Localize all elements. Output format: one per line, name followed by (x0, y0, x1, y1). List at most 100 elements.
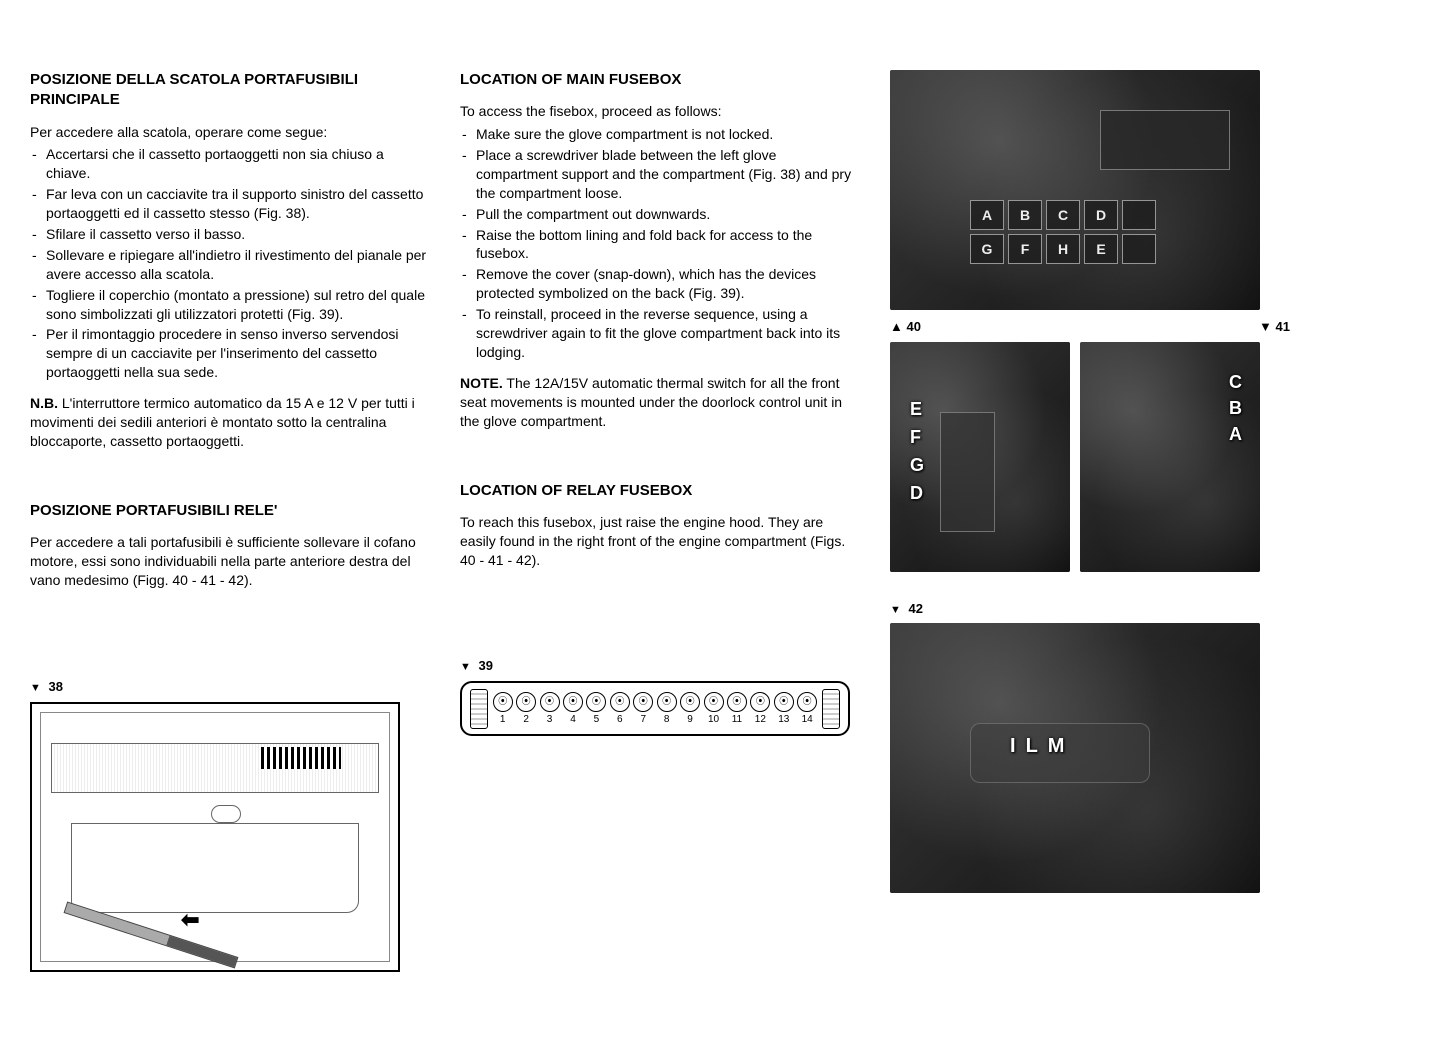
fig38-label: ▼ 38 (30, 678, 430, 696)
step-item: Pull the compartment out downwards. (460, 205, 860, 224)
relay-box: A (970, 200, 1004, 230)
steps-en-1: Make sure the glove compartment is not l… (460, 125, 860, 364)
fuse-slot: ⦿7 (633, 692, 654, 727)
figure-40-photo: ABCDGFHE (890, 70, 1260, 310)
fuse-number: 10 (708, 713, 719, 727)
section-title-it-2: POSIZIONE PORTAFUSIBILI RELE' (30, 501, 430, 521)
body-it-2: Per accedere a tali portafusibili è suff… (30, 533, 430, 590)
figure-42-photo: ILM (890, 623, 1260, 893)
fig39-label: ▼ 39 (460, 657, 860, 675)
labels-42: ILM (1010, 733, 1064, 760)
photo-label: G (910, 453, 924, 477)
photo-label: A (1229, 422, 1242, 446)
step-item: Raise the bottom lining and fold back fo… (460, 226, 860, 264)
fuse-icon: ⦿ (797, 692, 817, 712)
fuse-slot: ⦿1 (492, 692, 513, 727)
relay-box: C (1046, 200, 1080, 230)
fuse-number: 13 (778, 713, 789, 727)
photo-label: D (910, 481, 924, 505)
fuse-icon: ⦿ (750, 692, 770, 712)
relay-box: B (1008, 200, 1042, 230)
fuse-icon: ⦿ (774, 692, 794, 712)
fuse-icon: ⦿ (657, 692, 677, 712)
fuse-icon: ⦿ (680, 692, 700, 712)
fuse-icon: ⦿ (586, 692, 606, 712)
body-en-2: To reach this fusebox, just raise the en… (460, 513, 860, 570)
fuse-icon: ⦿ (516, 692, 536, 712)
section-title-it-1: POSIZIONE DELLA SCATOLA PORTAFUSIBILI PR… (30, 70, 430, 111)
figure-41-right-photo: CBA (1080, 342, 1260, 572)
relay-box: D (1084, 200, 1118, 230)
step-item: Accertarsi che il cassetto portaoggetti … (30, 145, 430, 183)
photo-label: B (1229, 396, 1242, 420)
fig-number: 39 (479, 658, 493, 673)
fuse-icon: ⦿ (633, 692, 653, 712)
fuse-slot: ⦿3 (539, 692, 560, 727)
figure-39-fusestrip: ⦿1⦿2⦿3⦿4⦿5⦿6⦿7⦿8⦿9⦿10⦿11⦿12⦿13⦿14 (460, 681, 850, 736)
step-item: Place a screwdriver blade between the le… (460, 146, 860, 203)
fuse-slots: ⦿1⦿2⦿3⦿4⦿5⦿6⦿7⦿8⦿9⦿10⦿11⦿12⦿13⦿14 (492, 692, 818, 727)
photo-label: F (910, 425, 924, 449)
fig40-41-labels: ▲ 40 ▼ 41 (890, 318, 1290, 336)
fuse-number: 4 (570, 713, 576, 727)
step-item: Togliere il coperchio (montato a pressio… (30, 286, 430, 324)
labels-41-right: CBA (1229, 370, 1242, 447)
step-item: Make sure the glove compartment is not l… (460, 125, 860, 144)
relay-box: G (970, 234, 1004, 264)
fuse-number: 11 (732, 713, 742, 727)
figure-38: ⬅ (30, 702, 400, 972)
intro-it-1: Per accedere alla scatola, operare come … (30, 123, 430, 142)
relay-box: E (1084, 234, 1118, 264)
column-english: LOCATION OF MAIN FUSEBOX To access the f… (460, 70, 860, 972)
fuse-end-left (470, 689, 488, 729)
step-item: Sollevare e ripiegare all'indietro il ri… (30, 246, 430, 284)
fuse-slot: ⦿5 (586, 692, 607, 727)
triangle-down-icon: ▼ (890, 604, 901, 616)
note-text: L'interruttore termico automatico da 15 … (30, 395, 415, 449)
step-item: Per il rimontaggio procedere in senso in… (30, 325, 430, 382)
photo-label: E (910, 397, 924, 421)
intro-en-1: To access the fisebox, proceed as follow… (460, 102, 860, 121)
fuse-icon: ⦿ (563, 692, 583, 712)
note-bold: N.B. (30, 395, 58, 411)
engine-plate (1100, 110, 1230, 170)
fig41-label: ▼ 41 (1259, 318, 1290, 336)
relay-box (1122, 200, 1156, 230)
figure-41-pair: EFGD CBA (890, 342, 1290, 572)
figure-41-left-photo: EFGD (890, 342, 1070, 572)
fig-number: 40 (907, 319, 921, 334)
fuse-slot: ⦿10 (703, 692, 724, 727)
fuse-number: 7 (640, 713, 646, 727)
fuse-number: 8 (664, 713, 670, 727)
section-title-en-2: LOCATION OF RELAY FUSEBOX (460, 481, 860, 501)
note-text: The 12A/15V automatic thermal switch for… (460, 375, 842, 429)
fig-number: 38 (49, 679, 63, 694)
section-title-en-1: LOCATION OF MAIN FUSEBOX (460, 70, 860, 90)
figure-38-drawing: ⬅ (40, 712, 390, 962)
fuse-slot: ⦿9 (679, 692, 700, 727)
step-item: Remove the cover (snap-down), which has … (460, 265, 860, 303)
note-en: NOTE. The 12A/15V automatic thermal swit… (460, 374, 860, 431)
fuse-number: 14 (802, 713, 813, 727)
fuse-slot: ⦿4 (562, 692, 583, 727)
fuse-number: 1 (500, 713, 506, 727)
fig42-label: ▼ 42 (890, 600, 1290, 618)
column-figures: ABCDGFHE ▲ 40 ▼ 41 EFGD CBA ▼ 42 (890, 70, 1290, 972)
photo-label: I (1010, 733, 1016, 760)
fuse-end-right (822, 689, 840, 729)
labels-41-left: EFGD (910, 397, 924, 506)
column-italian: POSIZIONE DELLA SCATOLA PORTAFUSIBILI PR… (30, 70, 430, 972)
fuse-icon: ⦿ (540, 692, 560, 712)
fuse-slot: ⦿12 (750, 692, 771, 727)
relay-box: H (1046, 234, 1080, 264)
triangle-down-icon: ▼ (30, 682, 41, 694)
fuse-number: 2 (523, 713, 529, 727)
relay-grid: ABCDGFHE (970, 200, 1156, 264)
fuse-icon: ⦿ (704, 692, 724, 712)
triangle-up-icon: ▲ (890, 319, 903, 334)
fuse-number: 3 (547, 713, 553, 727)
page-root: POSIZIONE DELLA SCATOLA PORTAFUSIBILI PR… (30, 70, 1406, 972)
fuse-number: 12 (755, 713, 766, 727)
fig-number: 42 (909, 601, 923, 616)
step-item: Far leva con un cacciavite tra il suppor… (30, 185, 430, 223)
